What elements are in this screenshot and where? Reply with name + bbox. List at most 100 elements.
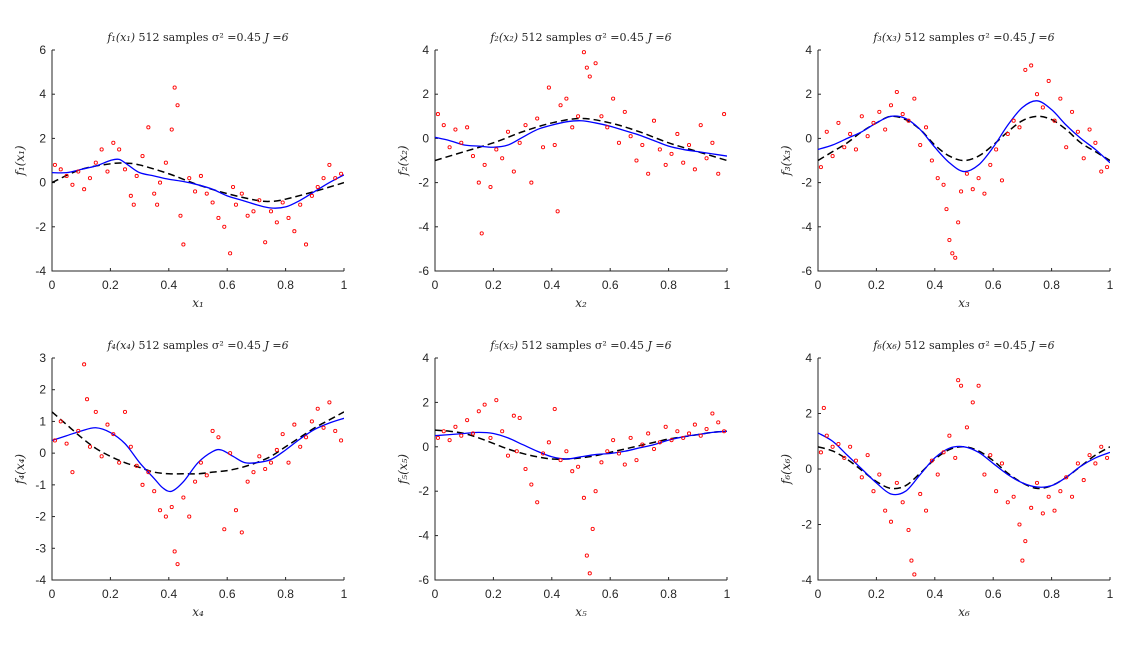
sample-point [836, 120, 841, 125]
sample-point [529, 482, 534, 487]
sample-point [70, 182, 75, 187]
sample-point [535, 116, 540, 121]
axes-frame [434, 358, 727, 581]
sample-point [52, 162, 57, 167]
sample-point [1005, 500, 1010, 505]
sample-point [327, 162, 332, 167]
subplot-title: f₄(x₄) 512 samples σ² =0.45 J =6 [106, 339, 288, 352]
sample-point [333, 428, 338, 433]
estimate-line [435, 430, 727, 460]
sample-point [263, 240, 268, 245]
sample-point [321, 425, 326, 430]
title-part-j: J =6 [1027, 31, 1055, 44]
y-tick-label: -4 [801, 220, 812, 234]
sample-point [918, 491, 923, 497]
x-tick-label: 0 [49, 278, 56, 292]
sample-point [1046, 78, 1051, 83]
sample-point [268, 460, 274, 465]
sample-point [93, 409, 98, 414]
sample-point [453, 127, 458, 132]
sample-point [994, 489, 999, 494]
sample-point [1023, 539, 1028, 544]
sample-point [146, 125, 151, 130]
y-tick-label: 4 [422, 351, 429, 365]
sample-point [821, 405, 826, 411]
sample-point [859, 475, 864, 480]
y-tick-label: -4 [418, 529, 429, 543]
x-tick-label: 0.6 [219, 278, 236, 292]
sample-point [584, 553, 589, 558]
x-tick-label: 0.2 [102, 587, 119, 601]
sample-point [58, 167, 63, 172]
y-axis-label: f₆(x₆) [779, 454, 793, 486]
sample-point [947, 238, 952, 243]
x-tick-label: 0.6 [602, 278, 619, 292]
sample-point [959, 189, 964, 194]
sample-point [605, 125, 610, 130]
sample-point [187, 176, 192, 181]
sample-point [210, 200, 215, 205]
sample-point [941, 182, 946, 187]
sample-point [1099, 444, 1104, 449]
sample-point [692, 422, 697, 427]
sample-point [999, 461, 1005, 466]
sample-point [1017, 522, 1022, 527]
sample-point [970, 400, 975, 405]
sample-point [514, 449, 519, 454]
title-part-fn: f₁(x₁) [106, 31, 135, 44]
sample-point [482, 402, 487, 407]
estimate-line [818, 100, 1110, 173]
sample-point [500, 156, 505, 161]
sample-point [651, 446, 657, 452]
sample-point [1058, 489, 1063, 494]
sample-point [1034, 480, 1040, 485]
subplot-title: f₂(x₂) 512 samples σ² =0.45 J =6 [489, 31, 671, 44]
sample-point [923, 508, 929, 513]
sample-point [169, 127, 174, 132]
sample-point [681, 435, 686, 440]
y-tick-label: -4 [35, 573, 46, 587]
sample-point [128, 193, 133, 198]
sample-point [956, 220, 961, 225]
sample-point [611, 96, 616, 101]
sample-point [818, 165, 823, 170]
x-tick-label: 0.8 [1043, 587, 1060, 601]
y-tick-label: -2 [35, 510, 46, 524]
sample-point [871, 120, 876, 125]
sample-point [704, 156, 709, 161]
sample-point [1075, 129, 1080, 134]
sample-point [82, 362, 87, 367]
sample-point [988, 162, 993, 167]
sample-point [842, 455, 847, 460]
x-tick-label: 0.8 [1043, 278, 1060, 292]
sample-point [634, 158, 639, 163]
sample-point [157, 508, 163, 513]
y-tick-label: -3 [35, 541, 46, 555]
sample-point [84, 397, 90, 402]
title-part-rest: 512 samples σ² =0.45 [135, 339, 261, 352]
title-part-rest: 512 samples σ² =0.45 [135, 31, 261, 44]
sample-point [865, 134, 870, 139]
sample-point [274, 447, 279, 453]
sample-point [1081, 478, 1086, 483]
sample-point [877, 109, 882, 114]
sample-point [848, 131, 853, 137]
sample-point [193, 189, 198, 194]
x-tick-label: 0.2 [485, 278, 502, 292]
sample-point [76, 428, 81, 433]
sample-point [1099, 169, 1104, 174]
sample-point [1040, 511, 1045, 516]
y-tick-label: -2 [801, 518, 812, 532]
sample-point [1069, 494, 1075, 499]
sample-point [865, 453, 870, 458]
sample-point [99, 147, 104, 152]
sample-point [1023, 67, 1028, 72]
sample-point [918, 142, 923, 148]
sample-point [257, 454, 262, 459]
sample-point [970, 187, 975, 192]
x-tick-label: 1 [724, 587, 731, 601]
title-part-j: J =6 [261, 339, 289, 352]
sample-point [570, 469, 575, 474]
sample-point [1058, 96, 1063, 101]
sample-point [906, 118, 911, 123]
